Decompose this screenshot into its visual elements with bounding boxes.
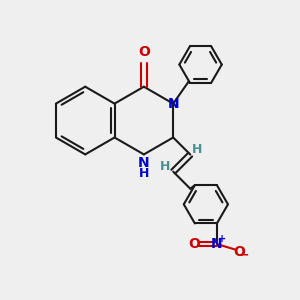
Text: O: O	[138, 45, 150, 59]
Text: H: H	[139, 167, 149, 180]
Text: O: O	[233, 245, 245, 259]
Text: O: O	[188, 237, 200, 251]
Text: H: H	[160, 160, 171, 173]
Text: −: −	[239, 248, 249, 261]
Text: N: N	[138, 156, 150, 170]
Text: +: +	[218, 234, 226, 244]
Text: N: N	[211, 237, 223, 251]
Text: N: N	[167, 97, 179, 111]
Text: H: H	[192, 143, 202, 156]
